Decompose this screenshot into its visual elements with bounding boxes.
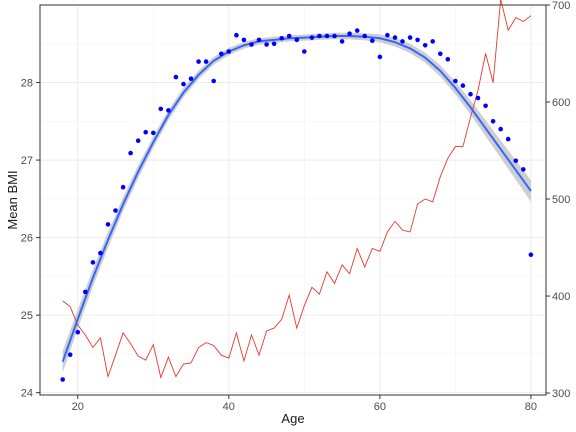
grid (40, 5, 546, 395)
data-point (339, 39, 345, 44)
data-point (286, 33, 292, 39)
count-line (62, 0, 532, 380)
data-point (241, 37, 247, 43)
data-point (135, 138, 141, 143)
data-point (60, 377, 65, 382)
data-point (105, 222, 111, 227)
data-point (75, 329, 81, 335)
data-point (98, 250, 103, 256)
data-point (445, 57, 451, 62)
data-point (120, 184, 126, 190)
data-point (354, 28, 360, 33)
y-tick-label: 28 (21, 78, 33, 90)
data-point (513, 158, 519, 164)
x-tick-label: 40 (223, 401, 235, 413)
data-point (415, 37, 420, 43)
data-point (460, 83, 466, 88)
confidence-band (62, 32, 531, 373)
data-point (332, 33, 337, 39)
y-axis-title: Mean BMI (5, 170, 20, 229)
data-point (453, 78, 458, 84)
data-point (211, 78, 216, 84)
data-point (256, 37, 262, 43)
data-point (490, 119, 496, 124)
data-point (317, 33, 322, 39)
x-tick-label: 20 (72, 401, 84, 413)
data-point (151, 130, 156, 136)
data-point (181, 81, 186, 87)
y-tick-label: 25 (21, 310, 33, 322)
data-point (324, 33, 330, 39)
data-point (430, 39, 436, 44)
y-right-tick-label: 400 (552, 291, 570, 303)
data-point (528, 252, 534, 257)
data-point (279, 36, 285, 41)
y-tick-label: 27 (21, 155, 33, 167)
y-tick-label: 26 (21, 233, 33, 245)
data-point (422, 43, 428, 48)
data-point (362, 33, 368, 39)
x-tick-label: 80 (525, 401, 537, 413)
data-point (407, 35, 413, 40)
y-right-tick-label: 700 (552, 0, 570, 12)
data-point (249, 42, 254, 47)
data-point (370, 38, 375, 43)
data-point (498, 126, 504, 132)
points-layer (60, 28, 534, 382)
data-point (90, 260, 96, 265)
data-point (475, 95, 481, 101)
data-point (83, 289, 88, 295)
data-point (438, 51, 443, 57)
panel-border (39, 4, 547, 396)
data-point (67, 352, 73, 358)
data-point (203, 59, 209, 64)
data-point (143, 129, 148, 135)
data-point (468, 91, 473, 97)
count-line-layer (62, 0, 532, 380)
data-point (377, 54, 383, 60)
data-point (521, 167, 526, 172)
ticks: 20 40 60 80 24 25 26 27 28 300 400 500 600 700 (21, 0, 571, 413)
data-point (234, 32, 239, 38)
data-point (294, 37, 300, 43)
data-point (188, 76, 194, 81)
data-point (347, 31, 352, 36)
data-point (173, 74, 179, 80)
data-point (158, 106, 164, 112)
data-point (196, 59, 201, 64)
y-tick-label: 24 (21, 388, 33, 400)
y-right-tick-label: 300 (552, 388, 570, 400)
data-point (392, 35, 398, 40)
x-tick-label: 60 (374, 401, 386, 413)
data-point (400, 39, 405, 44)
data-point (264, 42, 269, 47)
x-axis-title: Age (281, 411, 304, 426)
data-point (505, 136, 511, 142)
data-point (219, 51, 224, 57)
data-point (271, 41, 277, 47)
data-point (483, 103, 488, 109)
data-point (309, 35, 315, 40)
confidence-band-layer (62, 32, 531, 373)
data-point (226, 49, 232, 54)
y-right-tick-label: 600 (552, 97, 570, 109)
data-point (113, 208, 118, 213)
data-point (302, 49, 307, 54)
y-right-tick-label: 500 (552, 194, 570, 206)
data-point (166, 108, 171, 113)
data-point (128, 150, 133, 156)
data-point (385, 32, 390, 38)
